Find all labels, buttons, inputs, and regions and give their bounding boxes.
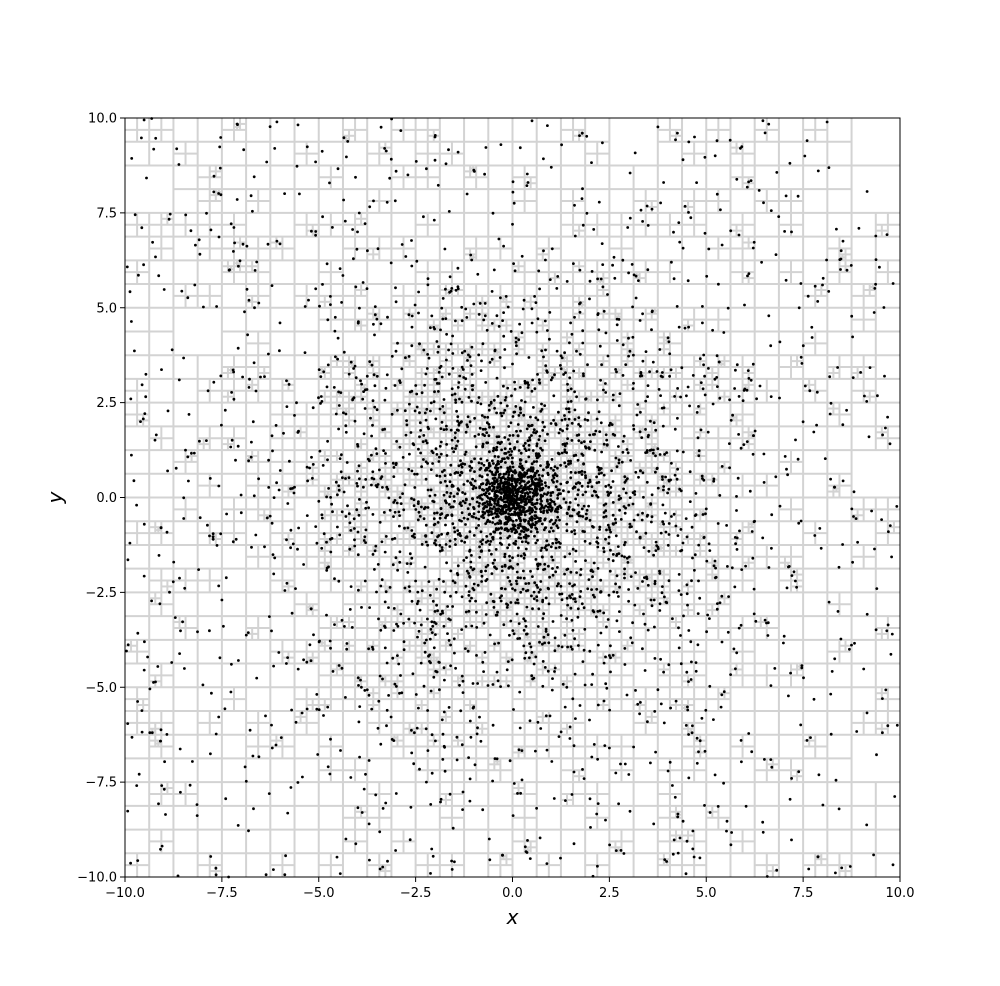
quadtree-scatter-chart: −10.0 −7.5 −5.0 −2.5 0.0 2.5 5.0 7.5 10.0 −10.0−… <box>43 112 914 930</box>
